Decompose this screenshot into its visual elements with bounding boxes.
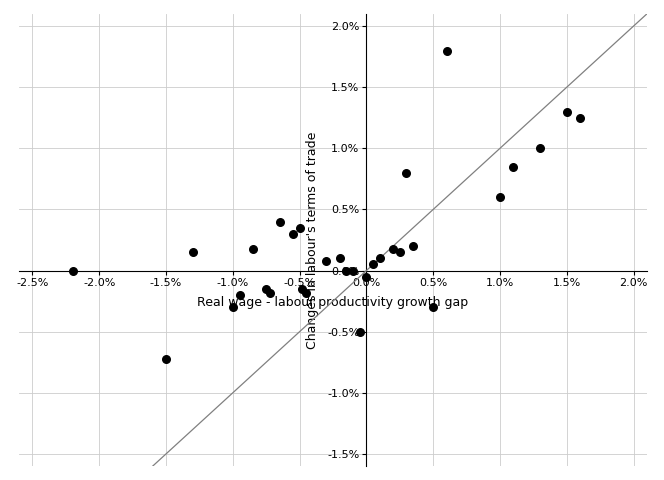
Point: [361, 273, 372, 280]
Point: [535, 144, 545, 152]
Point: [335, 254, 345, 262]
Point: [394, 248, 405, 256]
Point: [368, 261, 378, 268]
Point: [401, 169, 412, 177]
Point: [388, 245, 398, 252]
Point: [348, 267, 359, 275]
Point: [301, 288, 311, 296]
Point: [274, 218, 285, 226]
Point: [562, 108, 572, 116]
Point: [261, 285, 272, 293]
Y-axis label: Changes in labour's terms of trade: Changes in labour's terms of trade: [306, 132, 319, 348]
Point: [575, 114, 586, 121]
Point: [288, 230, 298, 238]
Point: [408, 242, 418, 250]
Point: [248, 245, 258, 252]
Point: [495, 193, 505, 201]
Point: [187, 248, 198, 256]
Point: [355, 328, 365, 336]
Point: [374, 254, 385, 262]
Point: [508, 163, 519, 170]
Point: [67, 267, 78, 275]
X-axis label: Real wage - labour productivity growth gap: Real wage - labour productivity growth g…: [197, 296, 469, 309]
Point: [441, 47, 452, 54]
Point: [161, 355, 171, 362]
Point: [228, 303, 238, 311]
Point: [428, 303, 438, 311]
Point: [321, 257, 331, 264]
Point: [234, 291, 245, 299]
Point: [341, 267, 352, 275]
Point: [265, 288, 276, 296]
Point: [294, 224, 305, 232]
Point: [297, 285, 307, 293]
